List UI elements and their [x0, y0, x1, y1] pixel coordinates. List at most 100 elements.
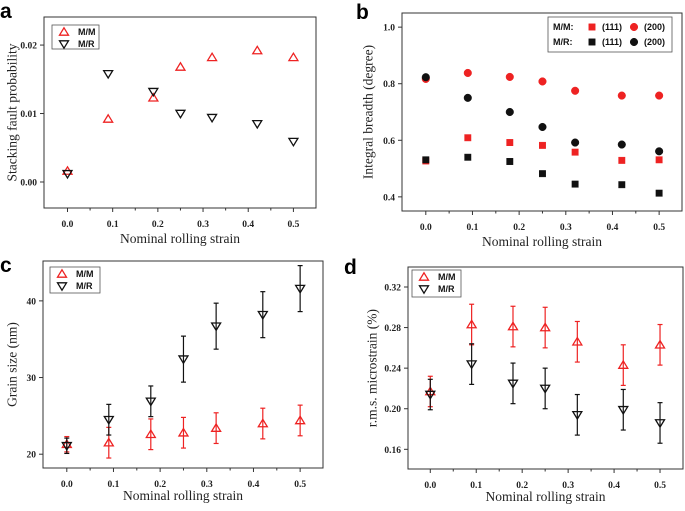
x-tick-label: 0.4 [248, 480, 260, 490]
series-M/R [61, 265, 306, 455]
series-M/R [61, 69, 300, 180]
data-point [421, 73, 430, 82]
x-tick-label: 0.4 [607, 223, 619, 233]
data-point [464, 134, 472, 142]
panel-letter: b [356, 1, 369, 24]
y-tick-label: 0.24 [384, 365, 401, 375]
data-point [465, 360, 478, 370]
data-point [251, 119, 263, 130]
x-tick-label: 0.0 [424, 481, 436, 491]
data-point [177, 355, 190, 365]
x-axis-label: Nominal rolling strain [482, 234, 602, 249]
x-tick-label: 0.5 [287, 220, 299, 230]
data-point [210, 322, 222, 332]
y-tick-label: 0.16 [384, 446, 401, 456]
series-M/R-(200) [421, 73, 664, 156]
x-tick-label: 0.5 [294, 480, 306, 490]
data-point [506, 158, 514, 165]
data-point [145, 428, 157, 439]
data-point [617, 405, 629, 416]
y-tick-label: 0.02 [20, 42, 37, 52]
data-point [655, 91, 664, 100]
data-point [103, 415, 115, 426]
x-axis-label: Nominal rolling strain [486, 489, 606, 504]
x-tick-label: 0.4 [608, 481, 620, 491]
legend-marker [629, 22, 639, 32]
data-point [147, 92, 159, 102]
data-point [571, 148, 579, 156]
data-point [571, 180, 579, 188]
data-point [655, 147, 664, 156]
x-tick-label: 0.0 [62, 220, 74, 230]
data-point [617, 359, 629, 369]
data-point [251, 45, 263, 55]
legend-label: M/R [438, 284, 455, 294]
data-point [294, 284, 306, 295]
data-point [61, 441, 73, 452]
legend-box [547, 16, 673, 53]
x-tick-label: 0.3 [201, 480, 213, 490]
data-point [424, 390, 436, 400]
y-tick-label: 1.0 [383, 24, 395, 34]
x-axis-label: Nominal rolling strain [120, 231, 240, 246]
data-point [571, 86, 580, 95]
legend-box [411, 269, 462, 298]
data-point [287, 137, 300, 148]
data-point [571, 410, 583, 421]
legend-marker [588, 23, 596, 31]
x-tick-label: 0.2 [516, 481, 528, 491]
data-point [463, 68, 472, 78]
legend-label: M/R [78, 39, 95, 49]
x-tick-label: 0.2 [152, 220, 164, 230]
data-point [539, 384, 551, 394]
data-point [571, 336, 583, 346]
panel-letter: d [344, 256, 357, 279]
data-point [294, 415, 306, 425]
legend-marker [58, 26, 70, 36]
y-tick-label: 0.01 [20, 110, 37, 120]
data-point [617, 91, 626, 100]
x-tick-label: 0.3 [560, 223, 572, 233]
legend: M/M M/R [411, 269, 462, 298]
data-point [654, 339, 666, 349]
y-axis-label: r.m.s. microstrain (%) [365, 309, 380, 427]
legend-marker [56, 282, 68, 292]
series-M/M-(200) [421, 68, 664, 100]
x-axis-label: Nominal rolling strain [123, 488, 243, 503]
data-point [174, 61, 187, 71]
legend: M/M: (111) (200) M/R: (111) (200) [547, 16, 673, 53]
x-tick-label: 0.3 [562, 481, 574, 491]
legend-marker [629, 37, 639, 47]
data-point [61, 169, 74, 180]
data-point [464, 153, 472, 161]
legend-label: (200) [644, 37, 665, 47]
y-tick-label: 0.32 [384, 283, 401, 293]
series-M/R [424, 343, 666, 444]
y-tick-label: 40 [27, 297, 37, 307]
data-point [103, 437, 115, 447]
x-tick-label: 0.2 [154, 480, 166, 490]
data-point [210, 422, 222, 432]
panel-c: c 0.0 0.1 0.2 0.3 0.4 0.5 20 30 40 Nominal rolling… [0, 254, 324, 503]
legend-label: (200) [644, 22, 665, 32]
data-point [257, 310, 269, 321]
x-tick-label: 0.5 [654, 481, 666, 491]
x-tick-label: 0.0 [420, 223, 432, 233]
legend-marker [56, 268, 68, 278]
data-point [539, 170, 546, 178]
panel-d: d 0.0 0.1 0.2 0.3 0.4 0.5 0.16 0.20 0.24 0.28 0.32 N… [344, 256, 684, 504]
data-point [618, 156, 626, 164]
data-point [257, 418, 269, 428]
data-point [617, 140, 626, 149]
data-point [206, 113, 218, 124]
legend: M/M M/R [51, 24, 100, 50]
panel-letter: c [0, 254, 12, 277]
x-tick-label: 0.3 [197, 220, 209, 230]
data-point [655, 156, 663, 164]
x-tick-label: 0.1 [107, 220, 119, 230]
legend-label: M/M [78, 27, 96, 37]
y-tick-label: 0.28 [384, 324, 401, 334]
series-M/M [61, 404, 306, 459]
data-point [102, 69, 114, 80]
x-tick-label: 0.4 [242, 220, 254, 230]
